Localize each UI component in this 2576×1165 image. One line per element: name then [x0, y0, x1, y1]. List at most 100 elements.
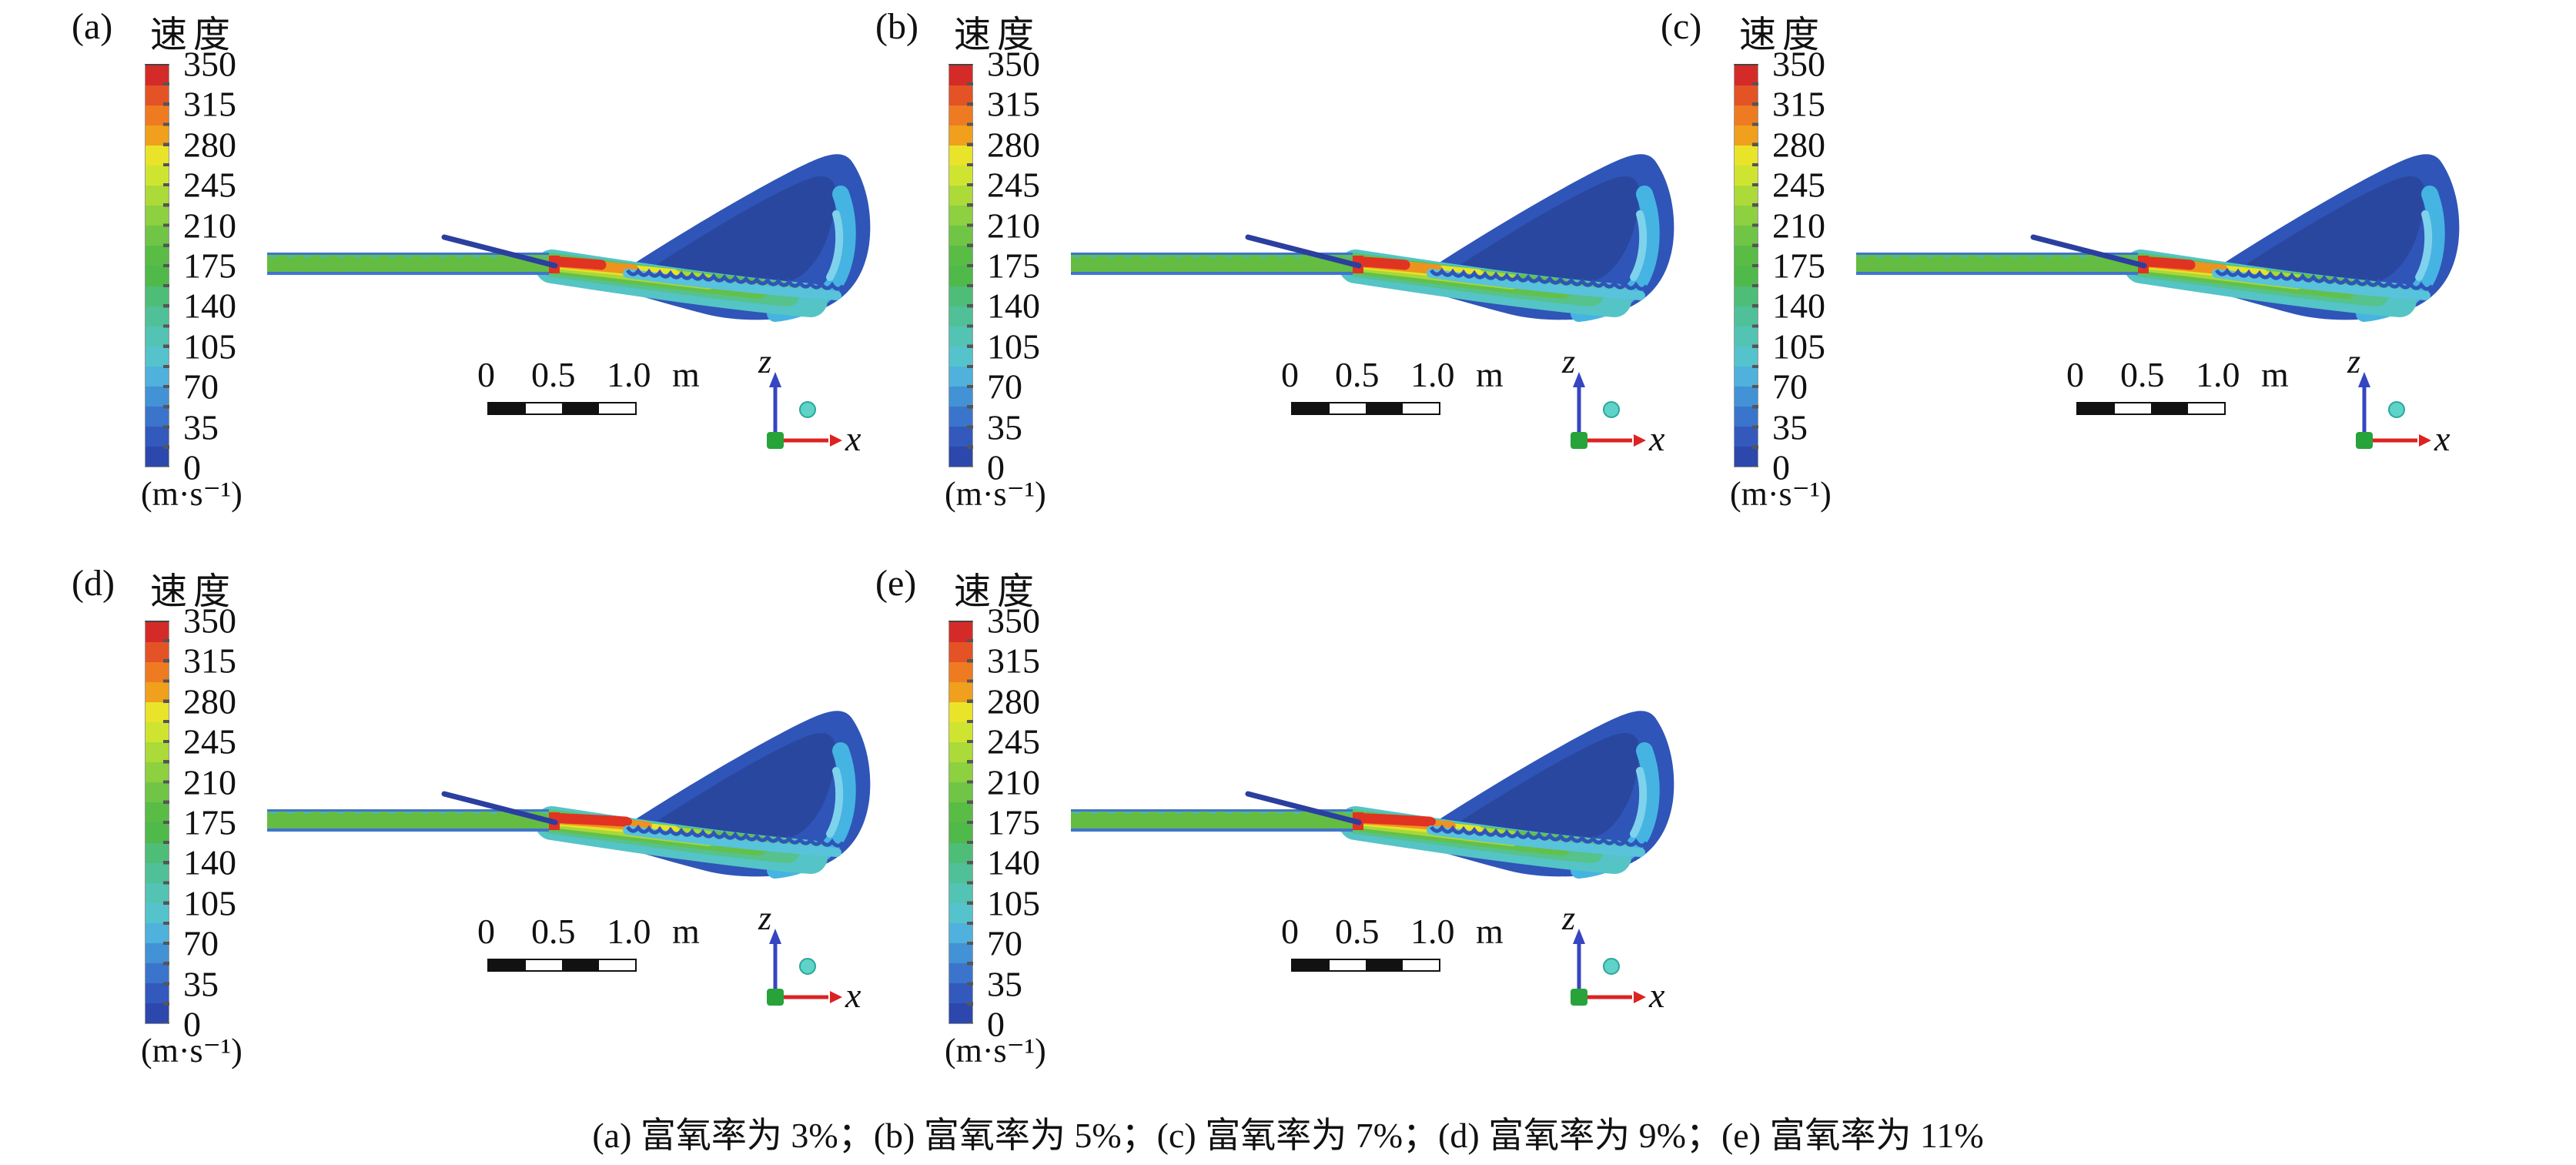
axis-origin-marker — [1571, 989, 1587, 1006]
oxygen-lance — [1245, 234, 1362, 269]
shear-layer-scalloped-boundary — [625, 824, 845, 848]
panel-letter-label: (e) — [875, 563, 917, 604]
x-axis-arrowhead — [1634, 434, 1646, 447]
plume-light-cyan-band — [826, 210, 844, 281]
axis-triad — [1571, 372, 1646, 449]
axis-triad — [767, 929, 842, 1006]
scale-label-0: 0 — [1281, 912, 1299, 951]
y-axis-sphere-icon — [799, 401, 816, 418]
scale-label-1-0: 1.0 — [2196, 355, 2240, 394]
velocity-contour-plot — [267, 154, 871, 322]
pipe-bottom-wall — [267, 272, 549, 275]
shear-layer-scalloped-boundary — [1429, 267, 1648, 291]
plume-inner-dark-region — [2236, 176, 2425, 291]
axis-triad — [767, 372, 842, 449]
plume-inner-dark-region — [1450, 176, 1640, 291]
scale-bar: 0 0.5 1.0 m — [2062, 354, 2317, 420]
pipe-bottom-wall — [1071, 272, 1353, 275]
scale-label-0-5: 0.5 — [1335, 355, 1380, 394]
shear-layer-scalloped-boundary — [2214, 267, 2434, 291]
plume-inner-dark-region — [1450, 732, 1640, 848]
pipe-top-wall — [1071, 253, 1353, 255]
z-axis-arrowhead — [1573, 929, 1585, 944]
pipe-top-wall — [267, 809, 549, 812]
pipe-top-wall — [1071, 809, 1353, 812]
pipe-flow-region — [267, 812, 549, 829]
plume-light-cyan-band — [826, 767, 844, 838]
colorbar-title: 速度 — [954, 15, 1041, 55]
x-axis-label: x — [845, 976, 861, 1015]
velocity-colorbar — [145, 621, 169, 1024]
scale-label-1-0: 1.0 — [607, 355, 651, 394]
z-axis-arrowhead — [1573, 372, 1585, 387]
panel-letter-label: (b) — [875, 6, 918, 47]
panel-letter-label: (d) — [72, 563, 115, 604]
velocity-contour-plot — [1856, 154, 2460, 322]
scale-bar-ruler — [2076, 402, 2226, 415]
oxygen-lance — [441, 234, 558, 269]
z-axis-label: z — [758, 899, 772, 937]
axis-triad — [2356, 372, 2431, 449]
axis-origin-marker — [2356, 432, 2373, 449]
scale-bar-ruler — [1291, 402, 1440, 415]
scale-label-1-0: 1.0 — [1410, 355, 1455, 394]
scale-label-0: 0 — [477, 355, 495, 394]
contour-panel: (a) 速度 350 315 280 245 210 175 140 105 70 35 0 (m·… — [0, 0, 885, 531]
velocity-contour-plot — [267, 711, 871, 879]
axis-triad — [1571, 929, 1646, 1006]
shear-layer-scalloped-boundary — [625, 267, 845, 291]
scale-unit-m: m — [1476, 912, 1504, 951]
colorbar-unit: (m·s⁻¹) — [141, 1032, 243, 1070]
scale-bar: 0 0.5 1.0 m — [1277, 911, 1531, 976]
colorbar-title: 速度 — [954, 571, 1041, 612]
scale-unit-m: m — [2261, 355, 2289, 394]
velocity-colorbar — [948, 64, 973, 467]
colorbar-tick-labels: 350 315 280 245 210 175 140 105 70 35 0 — [1772, 44, 1825, 487]
x-axis-arrowhead — [2419, 434, 2431, 447]
scale-bar: 0 0.5 1.0 m — [473, 354, 728, 420]
scale-bar-ruler — [487, 959, 637, 972]
oxygen-lance — [441, 791, 558, 825]
panel-letter-label: (a) — [72, 6, 113, 47]
velocity-colorbar — [1734, 64, 1758, 467]
colorbar-tick-labels: 350 315 280 245 210 175 140 105 70 35 0 — [183, 44, 236, 487]
velocity-contour-plot — [1071, 154, 1674, 322]
jet-red-core — [544, 812, 633, 827]
plume-light-cyan-band — [2415, 210, 2433, 281]
z-axis-arrowhead — [2358, 372, 2370, 387]
scale-bar: 0 0.5 1.0 m — [473, 911, 728, 976]
pipe-flow-region — [267, 255, 549, 272]
pipe-flow-region — [1071, 812, 1353, 829]
scale-bar-ruler — [487, 402, 637, 415]
y-axis-sphere-icon — [799, 958, 816, 975]
axis-origin-marker — [767, 432, 784, 449]
scale-label-1-0: 1.0 — [607, 912, 651, 951]
scale-unit-m: m — [672, 355, 700, 394]
contour-panel: (d) 速度 350 315 280 245 210 175 140 105 70 35 0 (m·… — [0, 557, 885, 1088]
jet-red-core — [1347, 812, 1437, 827]
colorbar-unit: (m·s⁻¹) — [945, 475, 1046, 513]
colorbar-minor-ticks — [163, 65, 169, 467]
x-axis-arrowhead — [1634, 991, 1646, 1003]
y-axis-sphere-icon — [1603, 401, 1620, 418]
pipe-bottom-wall — [267, 829, 549, 832]
plume-light-cyan-band — [1630, 210, 1648, 281]
axis-origin-marker — [1571, 432, 1587, 449]
scale-unit-m: m — [1476, 355, 1504, 394]
scale-label-0-5: 0.5 — [531, 355, 576, 394]
contour-panel: (b) 速度 350 315 280 245 210 175 140 105 70 35 0 (m·… — [804, 0, 1689, 531]
colorbar-minor-ticks — [1752, 65, 1758, 467]
scale-label-0-5: 0.5 — [531, 912, 576, 951]
scale-label-0: 0 — [1281, 355, 1299, 394]
scale-label-0: 0 — [477, 912, 495, 951]
contour-panel: (c) 速度 350 315 280 245 210 175 140 105 70 35 0 (m·… — [1589, 0, 2474, 531]
z-axis-label: z — [1562, 899, 1576, 937]
colorbar-title: 速度 — [150, 571, 237, 612]
velocity-contour-plot — [1071, 711, 1674, 879]
z-axis-label: z — [2347, 343, 2361, 380]
velocity-colorbar — [948, 621, 973, 1024]
x-axis-label: x — [1649, 419, 1665, 458]
scale-label-1-0: 1.0 — [1410, 912, 1455, 951]
colorbar-unit: (m·s⁻¹) — [945, 1032, 1046, 1070]
